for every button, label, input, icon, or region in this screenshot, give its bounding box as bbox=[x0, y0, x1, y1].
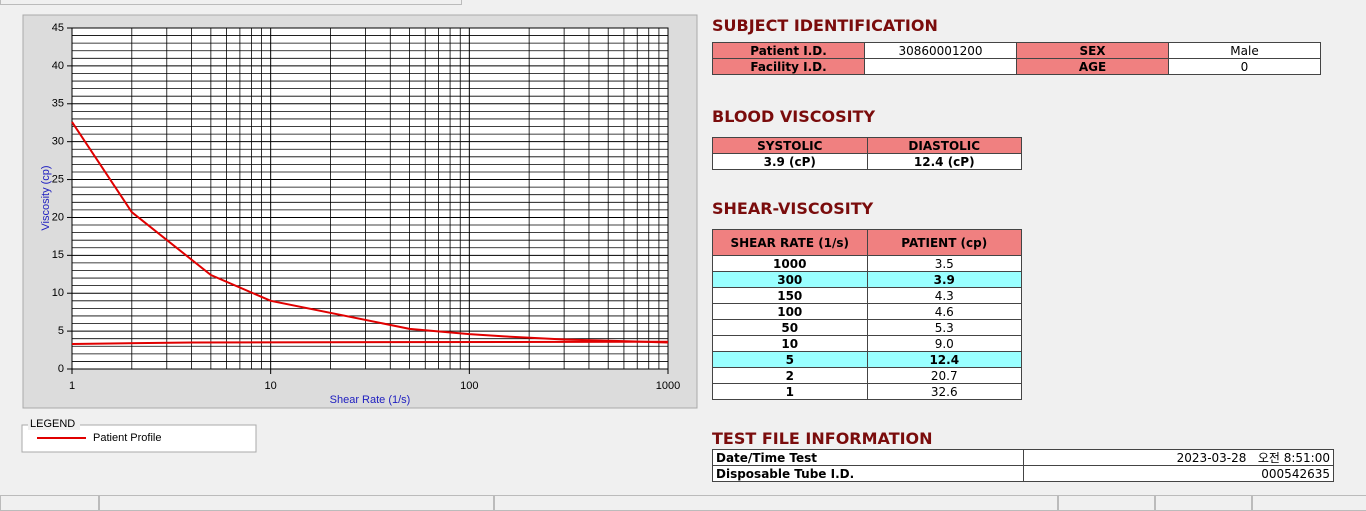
table-cell: Patient I.D. bbox=[712, 42, 865, 59]
y-tick-label: 20 bbox=[52, 211, 64, 223]
table-cell: Male bbox=[1168, 42, 1321, 59]
table-cell: PATIENT (cp) bbox=[866, 229, 1022, 256]
table-row: 100 4.6 bbox=[712, 303, 1022, 320]
table-row: SHEAR RATE (1/s) PATIENT (cp) bbox=[712, 229, 1022, 256]
section-title: SHEAR-VISCOSITY bbox=[712, 199, 874, 218]
table-row: Facility I.D. AGE 0 bbox=[712, 58, 1321, 75]
y-tick-label: 35 bbox=[52, 98, 64, 110]
table-cell: 000542635 bbox=[1022, 465, 1334, 482]
table-row: 300 3.9 bbox=[712, 271, 1022, 288]
table-cell: 0 bbox=[1168, 58, 1321, 75]
table-cell: SEX bbox=[1016, 42, 1169, 59]
status-cell bbox=[99, 495, 494, 511]
table-cell: 20.7 bbox=[866, 367, 1022, 384]
table-cell: SHEAR RATE (1/s) bbox=[712, 229, 868, 256]
series-line bbox=[71, 340, 669, 345]
test-file-table: Date/Time Test 2023-03-28 오전 8:51:00 Dispo… bbox=[712, 449, 1334, 482]
legend-title: LEGEND bbox=[30, 418, 75, 430]
table-row: 150 4.3 bbox=[712, 287, 1022, 304]
table-cell bbox=[864, 58, 1017, 75]
table-row: SYSTOLIC DIASTOLIC bbox=[712, 137, 1022, 154]
table-row: 3.9 (cP) 12.4 (cP) bbox=[712, 153, 1022, 170]
blood-table: SYSTOLIC DIASTOLIC 3.9 (cP) 12.4 (cP) bbox=[712, 137, 1022, 170]
x-axis-label: Shear Rate (1/s) bbox=[330, 394, 411, 406]
table-cell: 4.3 bbox=[866, 287, 1022, 304]
plot-border bbox=[71, 27, 669, 370]
table-cell: 3.9 (cP) bbox=[712, 153, 868, 170]
top-strip bbox=[0, 0, 462, 5]
table-cell: 50 bbox=[712, 319, 868, 336]
table-cell: 10 bbox=[712, 335, 868, 352]
table-row: Disposable Tube I.D. 000542635 bbox=[712, 465, 1334, 482]
section-title: BLOOD VISCOSITY bbox=[712, 107, 876, 126]
section-title: TEST FILE INFORMATION bbox=[712, 429, 933, 448]
table-cell: DIASTOLIC bbox=[866, 137, 1022, 154]
y-tick-label: 15 bbox=[52, 249, 64, 261]
table-cell: SYSTOLIC bbox=[712, 137, 868, 154]
y-tick-label: 5 bbox=[58, 325, 64, 337]
y-tick-label: 10 bbox=[52, 287, 64, 299]
table-cell: 3.9 bbox=[866, 271, 1022, 288]
section-title: SUBJECT IDENTIFICATION bbox=[712, 16, 938, 35]
y-tick-label: 25 bbox=[52, 173, 64, 185]
status-cell bbox=[1252, 495, 1366, 511]
table-row: 2 20.7 bbox=[712, 367, 1022, 384]
x-tick-label: 100 bbox=[460, 380, 478, 392]
table-row: Patient I.D. 30860001200 SEX Male bbox=[712, 42, 1321, 59]
table-cell: 5 bbox=[712, 351, 868, 368]
table-cell: 1000 bbox=[712, 255, 868, 272]
table-cell: Facility I.D. bbox=[712, 58, 865, 75]
legend-title-bg bbox=[28, 418, 80, 430]
y-tick-label: 45 bbox=[52, 22, 64, 34]
table-cell: 30860001200 bbox=[864, 42, 1017, 59]
legend-label: Patient Profile bbox=[93, 432, 161, 444]
series-line bbox=[71, 121, 669, 344]
subject-table: Patient I.D. 30860001200 SEX Male Facility I… bbox=[712, 42, 1321, 75]
table-cell: 100 bbox=[712, 303, 868, 320]
y-tick-label: 30 bbox=[52, 136, 64, 148]
table-cell: Date/Time Test bbox=[712, 449, 1024, 466]
y-tick-label: 0 bbox=[58, 363, 64, 375]
table-cell: 12.4 (cP) bbox=[866, 153, 1022, 170]
x-tick-label: 1 bbox=[69, 380, 75, 392]
table-cell: 3.5 bbox=[866, 255, 1022, 272]
status-cell bbox=[494, 495, 1058, 511]
table-cell: 9.0 bbox=[866, 335, 1022, 352]
status-cell bbox=[0, 495, 99, 511]
table-row: 10 9.0 bbox=[712, 335, 1022, 352]
table-cell: 12.4 bbox=[866, 351, 1022, 368]
table-row: 50 5.3 bbox=[712, 319, 1022, 336]
table-cell: Disposable Tube I.D. bbox=[712, 465, 1024, 482]
x-tick-label: 10 bbox=[265, 380, 277, 392]
y-axis-label: Viscosity (cp) bbox=[40, 165, 52, 230]
x-tick-label: 1000 bbox=[656, 380, 680, 392]
y-tick-label: 40 bbox=[52, 60, 64, 72]
table-row: Date/Time Test 2023-03-28 오전 8:51:00 bbox=[712, 449, 1334, 466]
table-row: 1000 3.5 bbox=[712, 255, 1022, 272]
table-cell: AGE bbox=[1016, 58, 1169, 75]
shear-table: SHEAR RATE (1/s) PATIENT (cp) 1000 3.5 300 3.… bbox=[712, 229, 1022, 400]
table-row: 1 32.6 bbox=[712, 383, 1022, 400]
table-cell: 300 bbox=[712, 271, 868, 288]
table-cell: 5.3 bbox=[866, 319, 1022, 336]
table-row: 5 12.4 bbox=[712, 351, 1022, 368]
table-cell: 150 bbox=[712, 287, 868, 304]
table-cell: 2023-03-28 오전 8:51:00 bbox=[1022, 449, 1334, 466]
status-cell bbox=[1155, 495, 1252, 511]
table-cell: 1 bbox=[712, 383, 868, 400]
table-cell: 32.6 bbox=[866, 383, 1022, 400]
plot-area bbox=[72, 28, 668, 369]
table-cell: 4.6 bbox=[866, 303, 1022, 320]
chart: Viscosity (cp) Shear Rate (1/s) LEGEND 0… bbox=[21, 14, 698, 453]
status-cell bbox=[1058, 495, 1155, 511]
table-cell: 2 bbox=[712, 367, 868, 384]
